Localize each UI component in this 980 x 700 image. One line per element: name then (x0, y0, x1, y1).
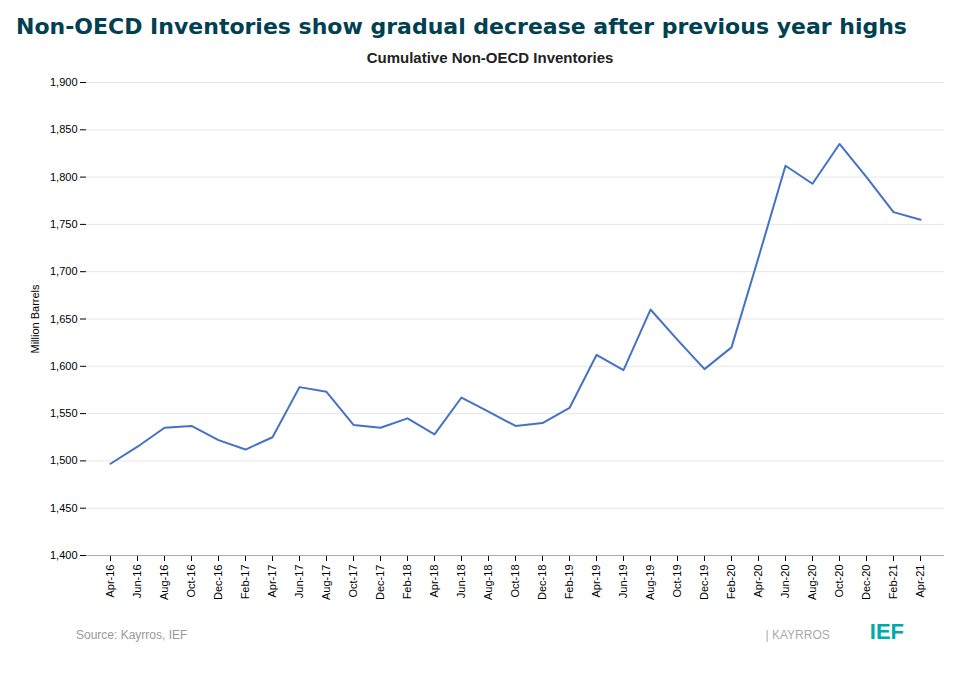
svg-text:1,400: 1,400 (50, 549, 78, 561)
svg-text:Apr-16: Apr-16 (104, 565, 116, 598)
svg-text:Oct-16: Oct-16 (185, 565, 197, 598)
svg-text:1,850: 1,850 (50, 123, 78, 135)
svg-text:Apr-20: Apr-20 (752, 565, 764, 598)
svg-text:Aug-16: Aug-16 (158, 565, 170, 600)
svg-text:Aug-20: Aug-20 (806, 565, 818, 600)
svg-text:Jun-16: Jun-16 (131, 565, 143, 599)
svg-text:Jun-19: Jun-19 (617, 565, 629, 599)
svg-text:1,600: 1,600 (50, 360, 78, 372)
svg-text:Jun-18: Jun-18 (455, 565, 467, 599)
svg-text:Apr-17: Apr-17 (266, 565, 278, 598)
svg-text:Million Barrels: Million Barrels (29, 284, 41, 354)
svg-text:1,900: 1,900 (50, 76, 78, 88)
svg-text:Apr-21: Apr-21 (914, 565, 926, 598)
svg-text:Apr-19: Apr-19 (590, 565, 602, 598)
svg-text:Dec-17: Dec-17 (374, 565, 386, 600)
svg-text:Dec-18: Dec-18 (536, 565, 548, 600)
svg-text:1,550: 1,550 (50, 407, 78, 419)
svg-text:Oct-18: Oct-18 (509, 565, 521, 598)
svg-text:Jun-20: Jun-20 (779, 565, 791, 599)
html-text:IEF: IEF (869, 619, 904, 644)
svg-text:Feb-20: Feb-20 (725, 565, 737, 600)
svg-text:Dec-20: Dec-20 (860, 565, 872, 600)
svg-text:Aug-18: Aug-18 (482, 565, 494, 600)
html-text:| KAYRROS: | KAYRROS (765, 628, 830, 642)
svg-text:Oct-20: Oct-20 (833, 565, 845, 598)
svg-text:Oct-17: Oct-17 (347, 565, 359, 598)
svg-text:Feb-18: Feb-18 (401, 565, 413, 600)
svg-text:1,450: 1,450 (50, 502, 78, 514)
svg-text:Aug-17: Aug-17 (320, 565, 332, 600)
svg-text:Dec-16: Dec-16 (212, 565, 224, 600)
svg-text:Apr-18: Apr-18 (428, 565, 440, 598)
html-text:Cumulative Non-OECD Inventorie: Cumulative Non-OECD Inventories (366, 49, 614, 66)
html-text:Non-OECD Inventories show grad: Non-OECD Inventories show gradual decrea… (16, 14, 907, 39)
svg-text:1,750: 1,750 (50, 218, 78, 230)
svg-text:1,500: 1,500 (50, 454, 78, 466)
html-text:Source: Kayrros, IEF: Source: Kayrros, IEF (76, 628, 188, 642)
svg-text:Aug-19: Aug-19 (644, 565, 656, 600)
svg-text:1,700: 1,700 (50, 265, 78, 277)
svg-text:Feb-21: Feb-21 (887, 565, 899, 600)
svg-text:Dec-19: Dec-19 (698, 565, 710, 600)
svg-text:1,650: 1,650 (50, 313, 78, 325)
svg-text:1,800: 1,800 (50, 171, 78, 183)
svg-text:Feb-19: Feb-19 (563, 565, 575, 600)
svg-text:Jun-17: Jun-17 (293, 565, 305, 599)
svg-text:Oct-19: Oct-19 (671, 565, 683, 598)
svg-text:Feb-17: Feb-17 (239, 565, 251, 600)
